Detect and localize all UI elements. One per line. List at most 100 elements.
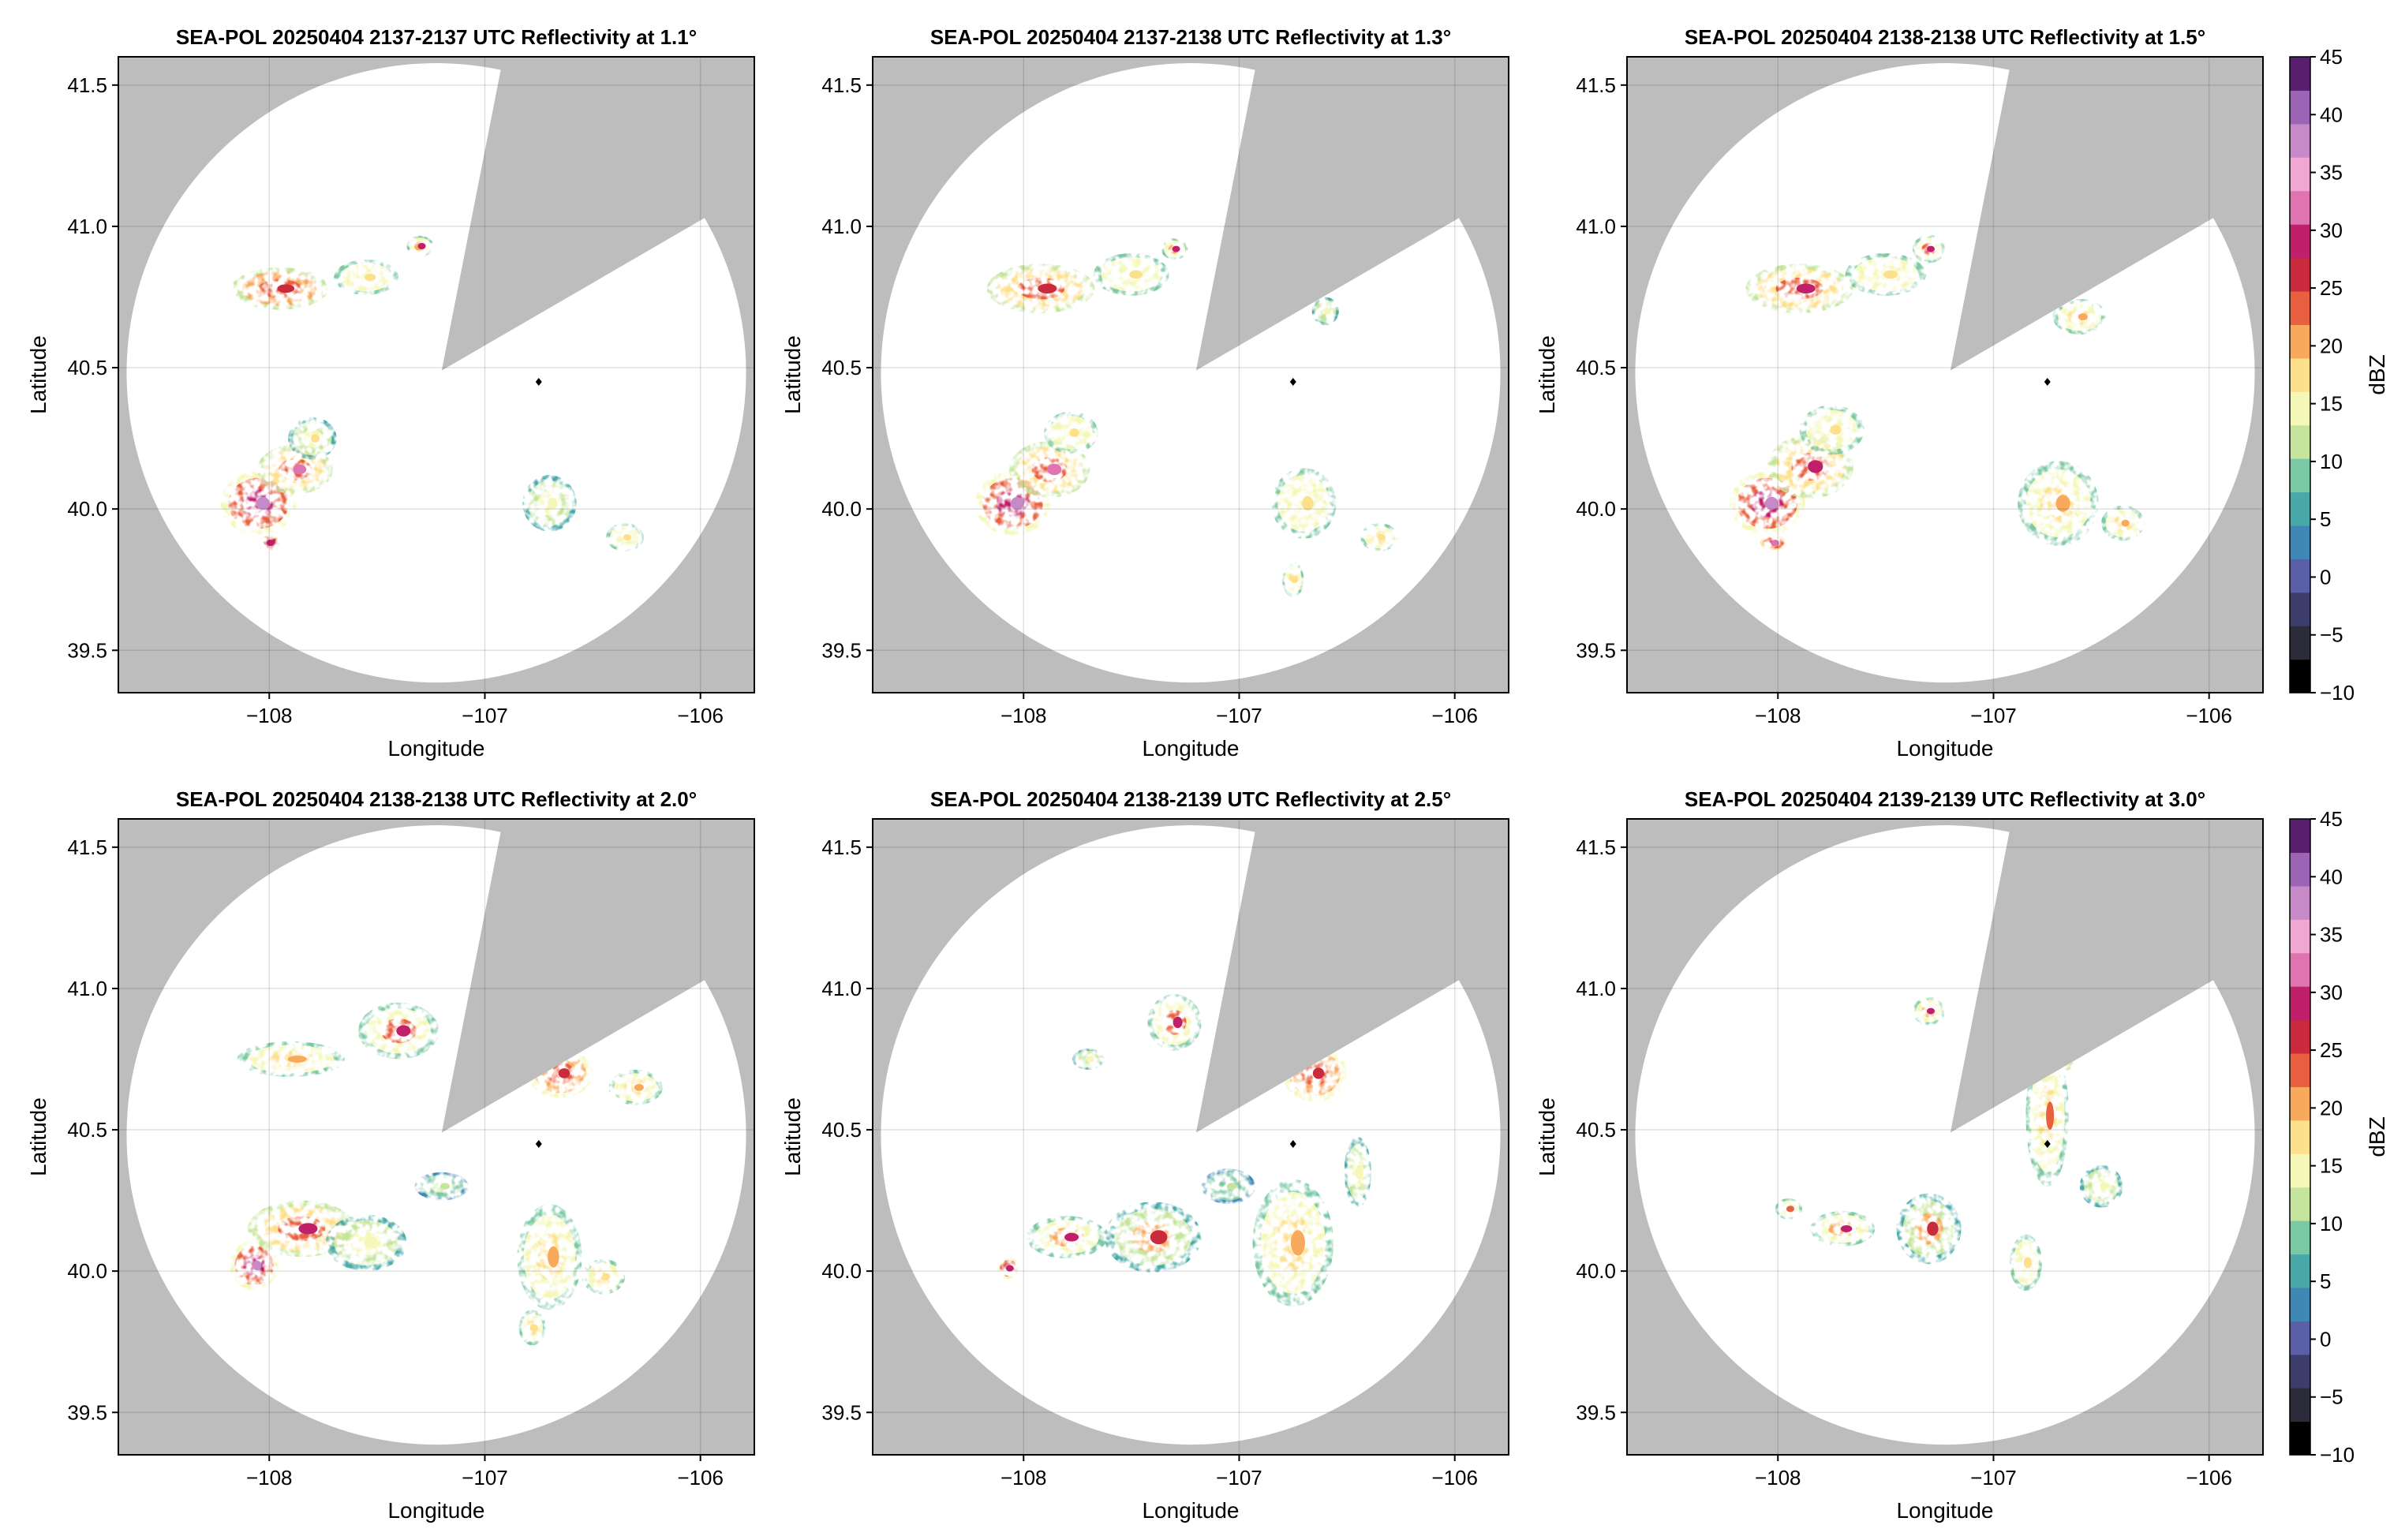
echo-core: [1786, 1205, 1794, 1213]
echo-core: [2023, 1257, 2032, 1269]
y-axis-label: Latitude: [26, 335, 50, 414]
y-axis-label: Latitude: [26, 1097, 50, 1176]
echo-core: [252, 1260, 262, 1271]
colorbar-segment: [2290, 1354, 2310, 1389]
y-tick-label: 41.0: [1576, 977, 1616, 1000]
y-tick-label: 40.0: [67, 497, 107, 521]
panel-title: SEA-POL 20250404 2139-2139 UTC Reflectiv…: [1685, 787, 2205, 811]
radar-panel: −108 −107 −106 39.5 40.0 40.5 41.0 41.5 SEA-POL …: [26, 25, 755, 761]
echo-core: [364, 1237, 379, 1249]
echo-core: [1290, 576, 1299, 584]
colorbar-segment: [2290, 525, 2310, 559]
y-tick-label: 41.5: [821, 73, 862, 97]
echo-core: [1150, 1230, 1168, 1245]
echo-core: [1038, 283, 1057, 294]
echo-core: [1764, 496, 1779, 510]
colorbar-tick-label: 45: [2320, 807, 2343, 831]
colorbar-label: dBZ: [2365, 354, 2389, 394]
y-tick-label: 41.5: [821, 835, 862, 859]
colorbar-tick-label: 40: [2320, 865, 2343, 888]
y-tick-label: 39.5: [821, 1400, 862, 1424]
radar-panel: −108 −107 −106 39.5 40.0 40.5 41.0 41.5 SEA-POL …: [1535, 787, 2264, 1523]
echo-core: [548, 497, 558, 510]
echo-core: [1010, 496, 1024, 510]
colorbar-tick-label: 15: [2320, 1154, 2343, 1178]
colorbar-segment: [2290, 357, 2310, 392]
colorbar-segment: [2290, 819, 2310, 854]
colorbar-segment: [2290, 626, 2310, 660]
colorbar-tick-label: 15: [2320, 392, 2343, 416]
colorbar-segment: [2290, 492, 2310, 526]
colorbar-segment: [2290, 1052, 2310, 1087]
colorbar-segment: [2290, 1254, 2310, 1288]
colorbar-tick-label: 30: [2320, 981, 2343, 1004]
echo-core: [1883, 270, 1898, 279]
colorbar-tick-label: 35: [2320, 161, 2343, 185]
y-axis-label: Latitude: [780, 1097, 805, 1176]
x-tick-label: −106: [677, 704, 724, 727]
site-marker: [1289, 377, 1296, 386]
x-tick-label: −107: [462, 704, 508, 727]
colorbar-tick-label: 40: [2320, 103, 2343, 126]
echo-core: [1312, 1067, 1325, 1079]
panel-title: SEA-POL 20250404 2138-2138 UTC Reflectiv…: [1685, 25, 2205, 49]
echo-core: [266, 540, 275, 547]
y-tick-label: 41.5: [1576, 73, 1616, 97]
colorbar-label: dBZ: [2365, 1116, 2389, 1157]
echo-core: [1226, 1183, 1236, 1191]
colorbar-segment: [2290, 852, 2310, 887]
colorbar-tick-label: 30: [2320, 219, 2343, 242]
y-tick-label: 40.5: [821, 356, 862, 379]
echo-core: [1172, 245, 1180, 252]
echo-layer: [997, 994, 1371, 1306]
colorbar-tick-label: 10: [2320, 1212, 2343, 1235]
echo-core: [1302, 496, 1314, 510]
colorbar-segment: [2290, 90, 2310, 125]
colorbar-tick-label: 25: [2320, 1038, 2343, 1062]
axes-frame: [1626, 56, 2264, 693]
colorbar-tick-label: 20: [2320, 334, 2343, 357]
y-tick-label: 41.5: [67, 73, 107, 97]
panel-title: SEA-POL 20250404 2137-2138 UTC Reflectiv…: [930, 25, 1451, 49]
y-tick-label: 40.5: [67, 1118, 107, 1142]
site-marker: [2044, 1139, 2051, 1148]
colorbar-frame: [2289, 56, 2311, 693]
echo-core: [256, 496, 270, 510]
y-tick-label: 40.5: [67, 356, 107, 379]
colorbar-segment: [2290, 559, 2310, 593]
y-tick-label: 41.0: [1576, 215, 1616, 238]
site-marker: [1289, 1139, 1296, 1148]
echo-layer: [230, 1002, 663, 1346]
colorbar-segment: [2290, 57, 2310, 92]
echo-core: [298, 1223, 318, 1235]
echo-core: [1355, 1164, 1363, 1179]
x-axis-label: Longitude: [1896, 1498, 1993, 1523]
y-tick-label: 40.0: [821, 497, 862, 521]
colorbar-tick-label: 35: [2320, 923, 2343, 947]
echo-core: [2078, 313, 2088, 321]
echo-core: [1129, 270, 1143, 279]
colorbar-segment: [2290, 123, 2310, 158]
colorbar-tick-label: −10: [2320, 1443, 2355, 1467]
panel-title: SEA-POL 20250404 2138-2139 UTC Reflectiv…: [930, 787, 1451, 811]
colorbar-segment: [2290, 1388, 2310, 1422]
x-axis-label: Longitude: [1142, 736, 1239, 761]
colorbar-segment: [2290, 1187, 2310, 1221]
y-tick-label: 39.5: [1576, 638, 1616, 662]
radar-panel: −108 −107 −106 39.5 40.0 40.5 41.0 41.5 SEA-POL …: [26, 787, 755, 1523]
x-tick-label: −108: [246, 1466, 293, 1490]
x-tick-label: −106: [677, 1466, 724, 1490]
y-tick-label: 40.5: [821, 1118, 862, 1142]
y-tick-label: 41.0: [821, 215, 862, 238]
site-marker: [2044, 377, 2051, 386]
colorbar-tick-label: 5: [2320, 507, 2331, 531]
colorbar-segment: [2290, 1421, 2310, 1456]
echo-core: [1771, 540, 1779, 547]
x-tick-label: −108: [1001, 704, 1047, 727]
colorbar-segment: [2290, 885, 2310, 920]
y-tick-label: 40.0: [67, 1259, 107, 1283]
colorbar-segment: [2290, 290, 2310, 325]
x-tick-label: −108: [1755, 1466, 1801, 1490]
axes-frame: [872, 56, 1509, 693]
